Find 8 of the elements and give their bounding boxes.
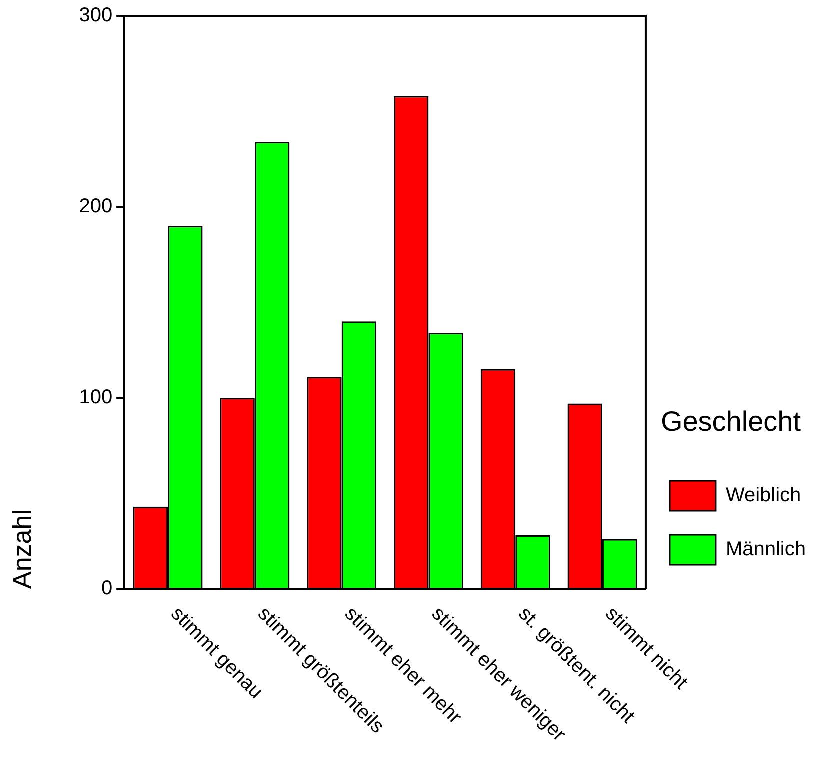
legend-label: Männlich — [726, 538, 806, 561]
legend-title: Geschlecht — [660, 406, 802, 438]
y-tick-label: 0 — [101, 578, 113, 600]
y-tick-label: 200 — [79, 196, 113, 218]
y-tick-label: 300 — [79, 4, 113, 27]
y-tick-label: 100 — [79, 386, 113, 409]
legend-label: Weiblich — [726, 484, 802, 507]
y-axis-title: Anzahl — [6, 510, 37, 589]
